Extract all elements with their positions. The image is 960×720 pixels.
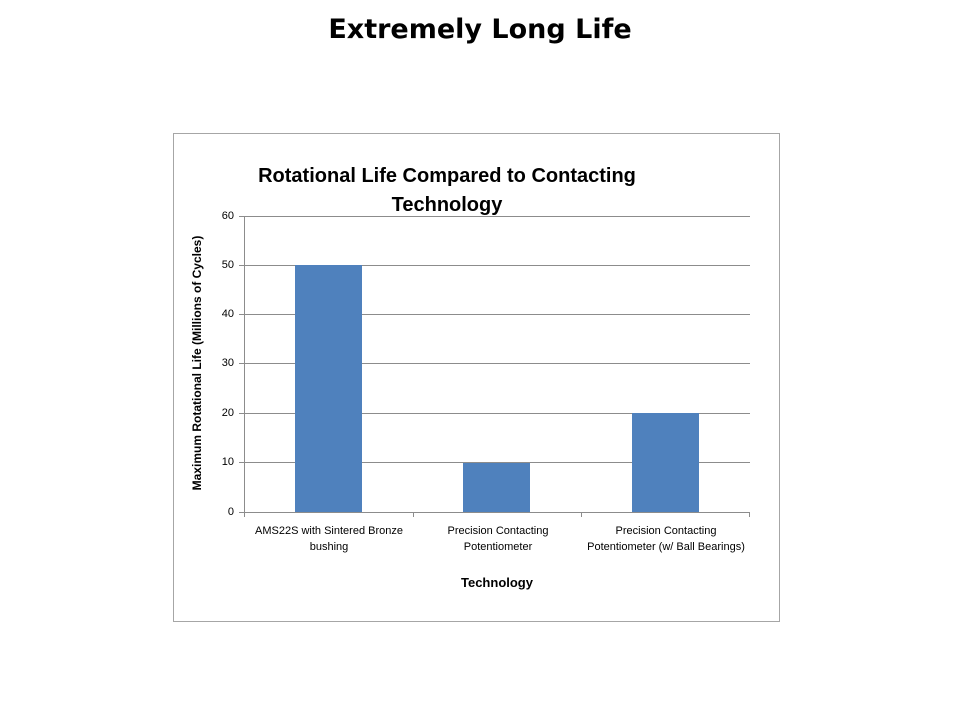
y-tick bbox=[239, 265, 244, 266]
chart-frame bbox=[173, 133, 780, 622]
chart-title: Rotational Life Compared to Contacting T… bbox=[247, 162, 647, 220]
chart-title-line-1: Rotational Life Compared to Contacting bbox=[258, 165, 636, 187]
chart-title-line-2: Technology bbox=[391, 194, 503, 216]
y-tick-label: 40 bbox=[221, 308, 234, 320]
y-tick bbox=[239, 314, 244, 315]
x-tick bbox=[244, 512, 245, 517]
y-tick bbox=[239, 512, 244, 513]
y-tick-label: 0 bbox=[227, 506, 234, 518]
x-category-label: AMS22S with Sintered Bronze bushing bbox=[255, 525, 403, 553]
y-tick bbox=[239, 413, 244, 414]
gridline-40 bbox=[244, 314, 750, 315]
y-tick bbox=[239, 462, 244, 463]
x-tick bbox=[581, 512, 582, 517]
x-axis-title: Technology bbox=[461, 575, 533, 590]
gridline-30 bbox=[244, 363, 750, 364]
x-category-label: Precision Contacting Potentiometer bbox=[447, 525, 549, 553]
x-axis-line bbox=[244, 512, 750, 513]
x-category-label: Precision Contacting Potentiometer (w/ B… bbox=[587, 525, 745, 553]
bar-precision-contacting bbox=[463, 463, 530, 512]
y-tick bbox=[239, 363, 244, 364]
y-tick-label: 50 bbox=[221, 259, 234, 271]
y-tick-label: 10 bbox=[221, 456, 234, 468]
bar-ams22s bbox=[295, 265, 362, 512]
y-tick-label: 60 bbox=[221, 210, 234, 222]
y-axis-title: Maximum Rotational Life (Millions of Cyc… bbox=[190, 235, 204, 491]
y-tick-label: 20 bbox=[221, 407, 234, 419]
plot-area bbox=[239, 216, 750, 517]
y-axis-line bbox=[244, 216, 245, 512]
gridline-10 bbox=[244, 462, 750, 463]
bar-precision-contacting-ball-bearings bbox=[632, 413, 699, 512]
slide-title: Extremely Long Life bbox=[328, 14, 632, 45]
x-tick bbox=[413, 512, 414, 517]
y-tick-label: 30 bbox=[221, 357, 234, 369]
y-tick bbox=[239, 216, 244, 217]
x-tick bbox=[749, 512, 750, 517]
gridline-50 bbox=[244, 265, 750, 266]
gridline-60 bbox=[244, 216, 750, 217]
gridline-20 bbox=[244, 413, 750, 414]
